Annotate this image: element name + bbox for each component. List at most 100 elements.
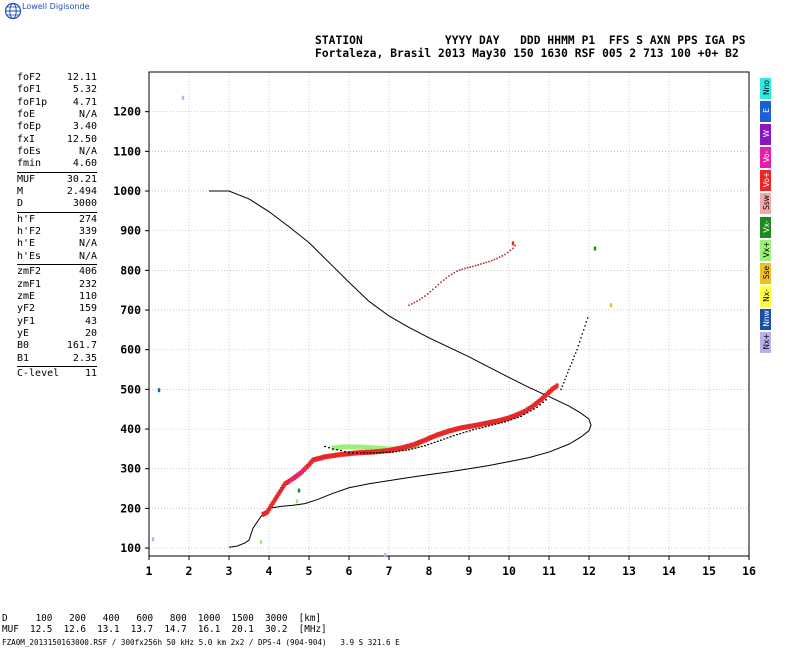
trace-red-mark: [344, 451, 348, 457]
legend-swatch: Vo+: [760, 170, 771, 192]
trace-cusp-mark: [565, 375, 567, 377]
trace-red-mark: [332, 453, 336, 458]
param-value: 5.32: [72, 84, 97, 96]
param-row: B1 2.35: [17, 353, 97, 365]
legend-label: E: [762, 108, 771, 113]
muf-distance-row: D 100 200 400 600 800 1000 1500 3000 [km…: [2, 613, 322, 624]
param-row: D 3000: [17, 198, 97, 210]
trace-upper-mark: [493, 258, 496, 261]
trace-magenta-mark: [296, 473, 298, 477]
trace-upper-mark: [461, 268, 464, 271]
trace-black-mark: [433, 441, 436, 443]
trace-black-mark: [523, 413, 526, 416]
trace-black-mark: [417, 446, 420, 448]
param-row: fmin 4.60: [17, 158, 97, 170]
trace-green-mark: [377, 445, 381, 451]
trace-upper-mark: [514, 244, 516, 247]
trace-red-mark: [519, 410, 523, 416]
param-row: foEs N/A: [17, 146, 97, 158]
trace-red-mark: [429, 435, 433, 441]
trace-red-mark: [491, 419, 495, 425]
trace-cusp-mark: [564, 378, 566, 381]
trace-red-mark: [495, 418, 499, 424]
trace-black-mark: [382, 451, 385, 454]
param-value: 159: [78, 303, 97, 315]
trace-black-mark: [465, 431, 468, 433]
trace-red-mark: [459, 425, 463, 431]
trace-upper-mark: [501, 255, 504, 257]
trace-red-mark: [399, 445, 403, 451]
legend-swatch: Nno: [760, 78, 771, 99]
param-divider: [17, 171, 97, 173]
trace-green-mark: [336, 444, 340, 450]
trace-red-mark: [493, 419, 497, 424]
param-value: 110: [78, 290, 97, 302]
trace-red-mark: [515, 412, 519, 418]
trace-red-mark: [405, 444, 409, 449]
param-row: foEp 3.40: [17, 121, 97, 133]
trace-green-mark: [356, 444, 360, 450]
param-divider: [17, 365, 97, 367]
trace-red-mark: [423, 437, 427, 443]
trace-red-mark: [527, 406, 531, 412]
trace-black-mark: [516, 416, 519, 419]
param-label: foF1p: [17, 96, 48, 108]
param-label: h'F: [17, 213, 36, 225]
legend-label: Vx-: [762, 219, 771, 233]
trace-black-mark: [376, 452, 378, 454]
legend-label: Vx+: [762, 241, 771, 258]
trace-red-mark: [323, 454, 327, 460]
trace-black-mark: [507, 420, 510, 422]
trace-black-mark: [478, 427, 481, 429]
trace-black-mark: [404, 449, 407, 451]
x-tick-label: 10: [502, 564, 516, 578]
param-label: MUF: [17, 173, 36, 185]
trace-black-mark: [456, 434, 458, 436]
trace-cusp-mark: [575, 352, 577, 354]
trace-black-mark: [472, 429, 474, 431]
trace-black-mark: [363, 452, 366, 454]
trace-upper-mark: [485, 261, 488, 264]
trace-red-mark: [417, 440, 421, 445]
param-label: h'E: [17, 238, 36, 250]
param-value: N/A: [78, 250, 97, 262]
trace-red-mark: [509, 414, 513, 420]
trace-red-mark: [507, 415, 511, 421]
x-tick-label: 1: [146, 564, 153, 578]
trace-black-mark: [332, 448, 334, 450]
param-value: 2.35: [72, 352, 97, 364]
globe-logo-icon: [4, 2, 22, 20]
param-label: foE: [17, 109, 36, 121]
trace-upper-mark: [437, 283, 440, 286]
trace-black-mark: [360, 452, 362, 454]
trace-upper-mark: [474, 264, 477, 267]
trace-green-mark: [346, 444, 350, 450]
param-value: 161.7: [66, 340, 97, 352]
param-label: foF1: [17, 84, 42, 96]
trace-red-mark: [441, 430, 445, 436]
trace-red-mark: [419, 439, 423, 445]
legend-swatch: Vx+: [760, 239, 771, 261]
trace-cusp-mark: [560, 388, 562, 391]
param-row: foE N/A: [17, 109, 97, 121]
param-label: zmF2: [17, 266, 42, 278]
trace-green-mark: [351, 444, 355, 450]
trace-red-mark: [353, 450, 357, 456]
param-label: yE: [17, 327, 30, 339]
trace-black-mark: [340, 449, 342, 452]
trace-red-mark: [529, 404, 533, 410]
param-row: yF1 43: [17, 316, 97, 328]
param-value: 232: [78, 278, 97, 290]
trace-red-mark: [369, 449, 373, 455]
trace-red-mark: [371, 449, 375, 455]
trace-red-mark: [511, 413, 515, 419]
trace-green-mark: [368, 445, 372, 451]
trace-upper-mark: [426, 293, 429, 295]
trace-black-mark: [336, 449, 338, 451]
trace-upper-mark: [418, 298, 421, 301]
param-value: 406: [78, 266, 97, 278]
legend-swatch: Nx+: [760, 332, 771, 354]
x-tick-label: 6: [346, 564, 353, 578]
trace-red-mark: [382, 448, 386, 454]
legend-swatch: Nnw: [760, 308, 771, 330]
